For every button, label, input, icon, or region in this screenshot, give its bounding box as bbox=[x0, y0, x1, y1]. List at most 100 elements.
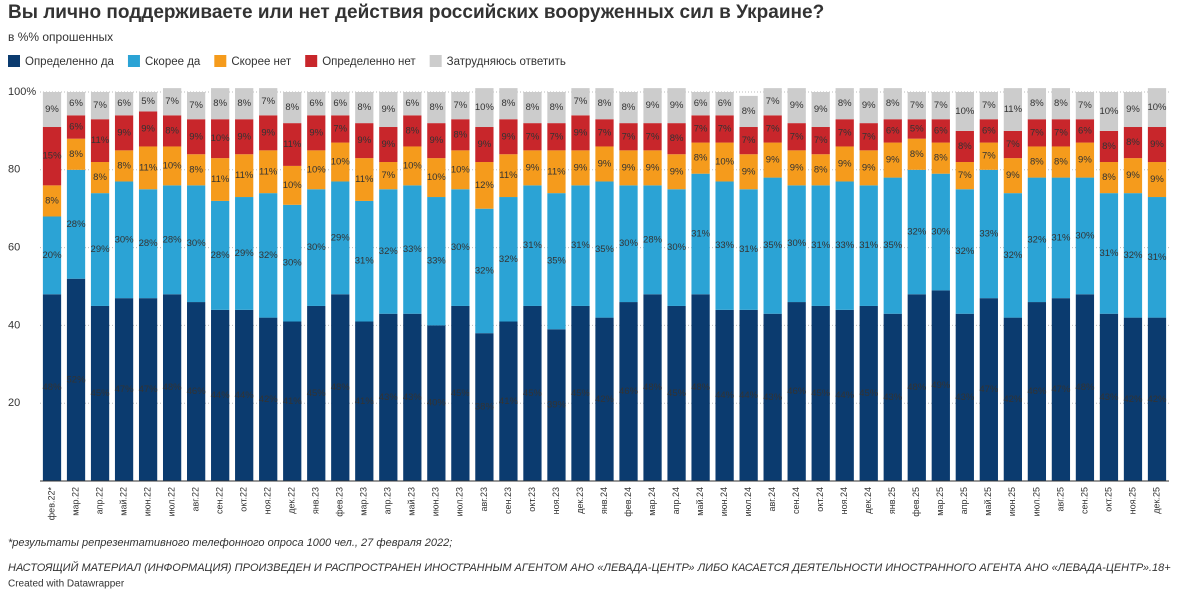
data-label: 42% bbox=[1003, 394, 1023, 405]
data-label: 7% bbox=[910, 100, 924, 111]
bar-segment bbox=[114, 115, 134, 151]
legend-swatch bbox=[214, 55, 227, 67]
data-label: 7% bbox=[718, 123, 732, 134]
data-label: 9% bbox=[790, 100, 804, 111]
data-label: 10% bbox=[307, 164, 327, 175]
bar-segment bbox=[715, 92, 734, 116]
bar-segment bbox=[235, 119, 254, 155]
bar-segment bbox=[42, 92, 62, 128]
bar-segment bbox=[187, 92, 206, 120]
bar-segment bbox=[859, 305, 878, 481]
bar-segment bbox=[931, 92, 950, 120]
bar-segment bbox=[1099, 130, 1119, 163]
data-label: 9% bbox=[1150, 174, 1164, 185]
bar-segment bbox=[475, 208, 494, 334]
data-label: 48% bbox=[163, 382, 183, 393]
bar-segment bbox=[475, 127, 494, 163]
bar-segment bbox=[66, 92, 86, 116]
x-tick-label: янв.24 bbox=[599, 487, 609, 514]
bar-segment bbox=[475, 333, 494, 481]
data-label: 8% bbox=[958, 141, 972, 152]
bar-segment bbox=[907, 119, 926, 139]
bar-segment bbox=[331, 115, 350, 143]
data-label: 9% bbox=[1126, 170, 1140, 181]
data-label: 43% bbox=[955, 392, 975, 403]
bar-segment bbox=[739, 154, 758, 190]
data-label: 7% bbox=[814, 135, 828, 146]
bar-segment bbox=[907, 92, 926, 120]
data-label: 43% bbox=[763, 392, 783, 403]
data-label: 30% bbox=[1075, 230, 1095, 241]
data-label: 9% bbox=[261, 127, 275, 138]
data-label: 8% bbox=[69, 149, 83, 160]
x-tick-label: мар.25 bbox=[935, 487, 945, 516]
data-label: 52% bbox=[67, 374, 87, 385]
bar-segment bbox=[211, 200, 230, 310]
data-label: 10% bbox=[163, 160, 183, 171]
data-label: 28% bbox=[643, 234, 663, 245]
bar-segment bbox=[979, 119, 998, 143]
bar-segment bbox=[883, 177, 902, 314]
bar-segment bbox=[355, 92, 374, 124]
data-label: 41% bbox=[355, 396, 375, 407]
bar-segment bbox=[763, 313, 782, 481]
x-tick-label: июл.25 bbox=[1031, 487, 1041, 516]
bar-segment bbox=[619, 185, 638, 303]
bar-segment bbox=[931, 142, 950, 174]
bar-segment bbox=[138, 298, 158, 481]
bar-segment bbox=[211, 88, 230, 120]
bar-segment bbox=[619, 150, 638, 186]
bar-segment bbox=[499, 321, 518, 481]
bar-segment bbox=[955, 92, 974, 131]
bar-segment bbox=[259, 150, 278, 194]
bar-segment bbox=[1147, 127, 1167, 163]
data-label: 8% bbox=[670, 133, 684, 144]
bar-segment bbox=[379, 162, 398, 190]
bar-segment bbox=[259, 193, 278, 318]
bar-segment bbox=[211, 119, 230, 159]
bar-segment bbox=[90, 162, 110, 194]
data-label: 40% bbox=[427, 398, 447, 409]
data-label: 7% bbox=[550, 131, 564, 142]
x-tick-label: июл.23 bbox=[455, 487, 465, 516]
data-label: 8% bbox=[1102, 172, 1116, 183]
y-tick-label: 80 bbox=[8, 164, 20, 176]
bar-segment bbox=[1051, 177, 1071, 299]
data-label: 8% bbox=[526, 102, 540, 113]
x-tick-label: май.24 bbox=[695, 487, 705, 516]
bar-segment bbox=[739, 189, 758, 310]
data-label: 35% bbox=[595, 244, 615, 255]
bar-segment bbox=[211, 309, 230, 481]
data-label: 32% bbox=[1123, 250, 1143, 261]
bar-segment bbox=[979, 142, 998, 170]
data-label: 7% bbox=[766, 96, 780, 107]
bar-segment bbox=[90, 119, 110, 163]
data-label: 6% bbox=[886, 125, 900, 136]
bar-segment bbox=[403, 115, 422, 147]
bar-segment bbox=[1123, 92, 1143, 128]
bar-segment bbox=[547, 92, 566, 124]
data-label: 46% bbox=[619, 386, 639, 397]
bar-segment bbox=[1003, 130, 1022, 159]
legend-label: Скорее нет bbox=[231, 56, 292, 68]
data-label: 7% bbox=[598, 127, 612, 138]
data-label: 31% bbox=[355, 256, 375, 267]
bar-segment bbox=[307, 189, 326, 306]
bar-segment bbox=[1051, 119, 1071, 147]
data-label: 35% bbox=[883, 240, 903, 251]
data-label: 6% bbox=[718, 98, 732, 109]
data-label: 30% bbox=[115, 234, 135, 245]
data-label: 8% bbox=[1126, 137, 1140, 148]
bar-segment bbox=[835, 119, 854, 147]
data-label: 8% bbox=[454, 129, 468, 140]
bar-segment bbox=[1123, 127, 1143, 159]
data-label: 43% bbox=[1099, 392, 1119, 403]
x-tick-label: июн.24 bbox=[719, 487, 729, 516]
bar-segment bbox=[90, 305, 110, 481]
x-tick-label: окт.22 bbox=[239, 487, 249, 512]
bar-segment bbox=[1003, 193, 1022, 318]
y-tick-label: 100% bbox=[8, 86, 36, 98]
data-label: 32% bbox=[499, 254, 519, 265]
bar-segment bbox=[691, 142, 710, 174]
x-tick-label: май.22 bbox=[118, 487, 128, 516]
